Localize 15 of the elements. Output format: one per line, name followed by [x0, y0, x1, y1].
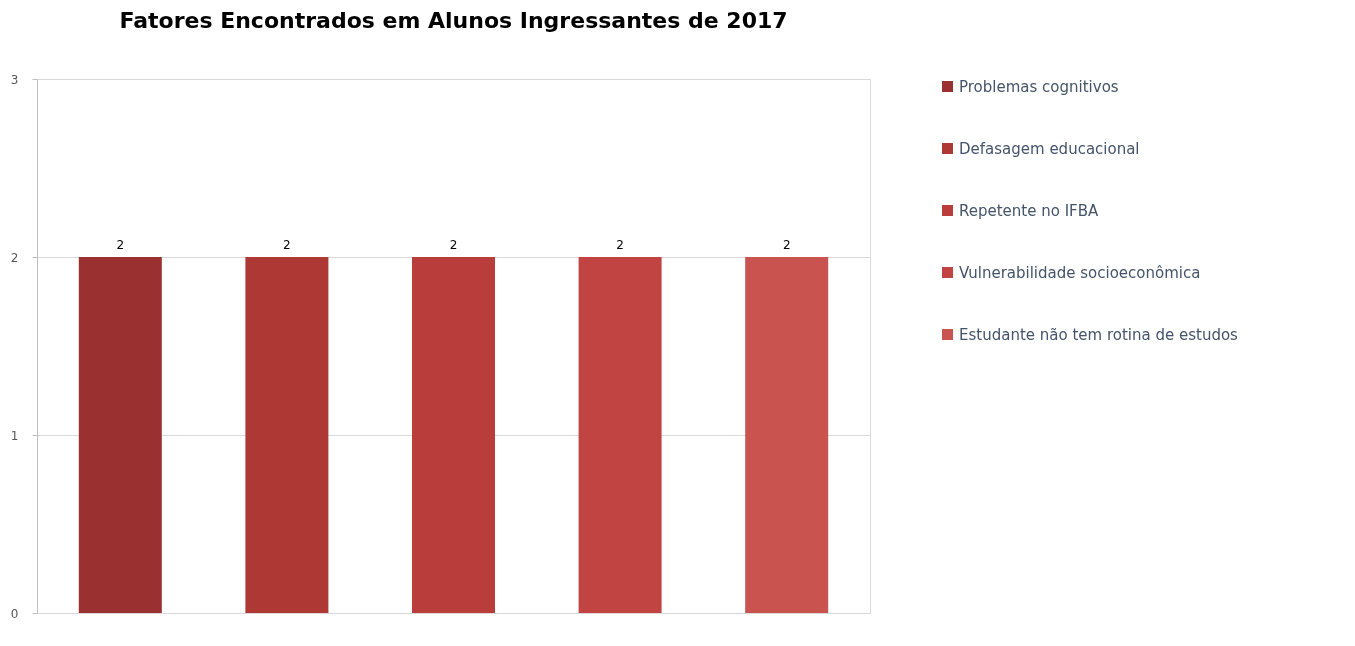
y-tick-label: 3	[10, 72, 19, 87]
data-label: 2	[283, 238, 291, 252]
legend-label: Problemas cognitivos	[959, 77, 1119, 96]
chart-title: Fatores Encontrados em Alunos Ingressantes de 2017	[119, 8, 788, 33]
y-tick-label: 1	[10, 428, 19, 443]
legend-label: Repetente no IFBA	[959, 201, 1100, 220]
legend-label: Defasagem educacional	[959, 139, 1140, 158]
data-label: 2	[449, 238, 458, 252]
legend-label: Vulnerabilidade socioeconômica	[959, 263, 1201, 282]
data-label: 2	[616, 238, 624, 252]
legend-label: Estudante não tem rotina de estudos	[959, 325, 1239, 344]
y-tick-label: 2	[10, 250, 19, 265]
data-label: 2	[116, 238, 125, 252]
data-label: 2	[782, 238, 791, 252]
y-tick-label: 0	[10, 606, 19, 621]
